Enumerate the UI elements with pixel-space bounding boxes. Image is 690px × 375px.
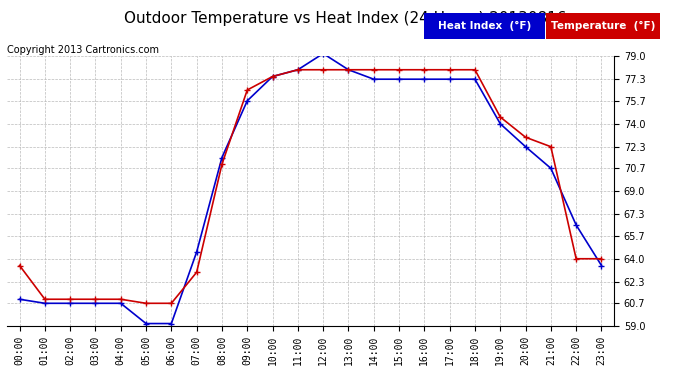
Text: Heat Index  (°F): Heat Index (°F): [438, 21, 531, 31]
Text: Temperature  (°F): Temperature (°F): [551, 21, 656, 31]
Text: Outdoor Temperature vs Heat Index (24 Hours) 20130816: Outdoor Temperature vs Heat Index (24 Ho…: [124, 11, 566, 26]
Text: Copyright 2013 Cartronics.com: Copyright 2013 Cartronics.com: [7, 45, 159, 55]
